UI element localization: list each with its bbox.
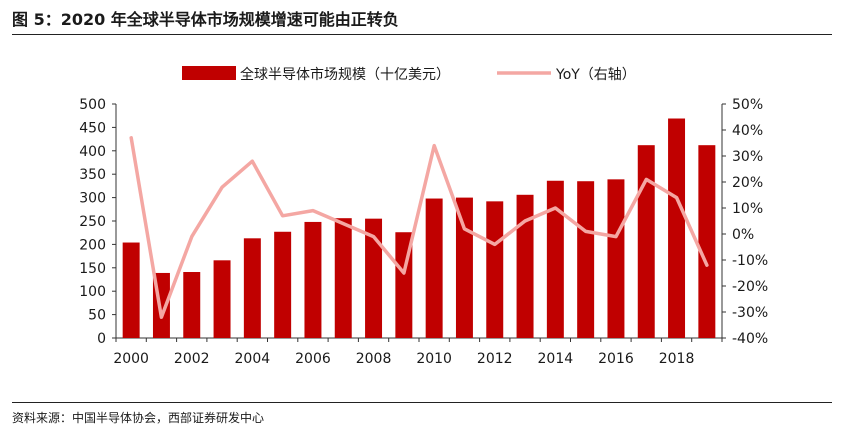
right-tick-label: -30% bbox=[732, 305, 768, 321]
axes: 0 50 100 150 200 250 300 350 400 450 500 -40% -30% -2… bbox=[79, 97, 768, 367]
bar bbox=[334, 218, 352, 338]
bar bbox=[577, 181, 595, 338]
x-tick-label: 2012 bbox=[477, 351, 513, 367]
right-tick-label: 30% bbox=[732, 149, 763, 165]
legend-bar-label: 全球半导体市场规模（十亿美元） bbox=[240, 66, 450, 83]
top-rule bbox=[12, 34, 832, 35]
bar bbox=[546, 180, 564, 338]
left-tick-label: 500 bbox=[79, 97, 106, 113]
yoy-line bbox=[129, 136, 709, 319]
line-series bbox=[129, 136, 709, 319]
bar bbox=[486, 201, 504, 338]
right-tick-label: -40% bbox=[732, 331, 768, 347]
right-tick-label: 0% bbox=[732, 227, 754, 243]
x-tick-label: 2016 bbox=[598, 351, 634, 367]
x-tick-label: 2018 bbox=[659, 351, 695, 367]
legend-bar-swatch bbox=[182, 66, 236, 80]
left-tick-label: 100 bbox=[79, 284, 106, 300]
x-tick-label: 2006 bbox=[295, 351, 331, 367]
left-tick-label: 200 bbox=[79, 237, 106, 253]
bar bbox=[122, 242, 140, 338]
bar bbox=[455, 197, 473, 338]
figure-title: 图 5：2020 年全球半导体市场规模增速可能由正转负 bbox=[12, 10, 399, 29]
x-tick-label: 2004 bbox=[235, 351, 271, 367]
right-tick-label: -20% bbox=[732, 279, 768, 295]
bar bbox=[243, 238, 261, 338]
bar bbox=[607, 179, 625, 338]
left-tick-label: 350 bbox=[79, 167, 106, 183]
bar bbox=[425, 198, 443, 338]
left-tick-label: 400 bbox=[79, 144, 106, 160]
right-tick-label: 20% bbox=[732, 175, 763, 191]
bottom-rule bbox=[12, 402, 832, 403]
left-tick-label: 250 bbox=[79, 214, 106, 230]
left-tick-label: 300 bbox=[79, 191, 106, 207]
right-tick-label: 50% bbox=[732, 97, 763, 113]
right-tick-label: -10% bbox=[732, 253, 768, 269]
left-tick-label: 50 bbox=[88, 308, 106, 324]
bar bbox=[637, 145, 655, 338]
legend: 全球半导体市场规模（十亿美元） YoY（右轴） bbox=[182, 66, 636, 83]
x-tick-label: 2010 bbox=[416, 351, 452, 367]
bar bbox=[698, 145, 716, 338]
x-tick-label: 2008 bbox=[356, 351, 392, 367]
bar-series bbox=[122, 118, 716, 339]
bar bbox=[516, 194, 534, 338]
x-tick-label: 2014 bbox=[538, 351, 574, 367]
bar bbox=[668, 118, 686, 339]
x-tick-label: 2002 bbox=[174, 351, 210, 367]
left-tick-label: 150 bbox=[79, 261, 106, 277]
right-tick-label: 10% bbox=[732, 201, 763, 217]
legend-line-label: YoY（右轴） bbox=[555, 67, 636, 83]
x-tick-label: 2000 bbox=[113, 351, 149, 367]
bar bbox=[213, 260, 231, 338]
bar bbox=[274, 231, 292, 338]
bar bbox=[183, 272, 201, 338]
left-tick-label: 0 bbox=[97, 331, 106, 347]
bar bbox=[365, 218, 383, 338]
right-tick-label: 40% bbox=[732, 123, 763, 139]
source-note: 资料来源：中国半导体协会，西部证券研发中心 bbox=[12, 411, 265, 425]
left-tick-label: 450 bbox=[79, 120, 106, 136]
bar bbox=[304, 221, 322, 338]
